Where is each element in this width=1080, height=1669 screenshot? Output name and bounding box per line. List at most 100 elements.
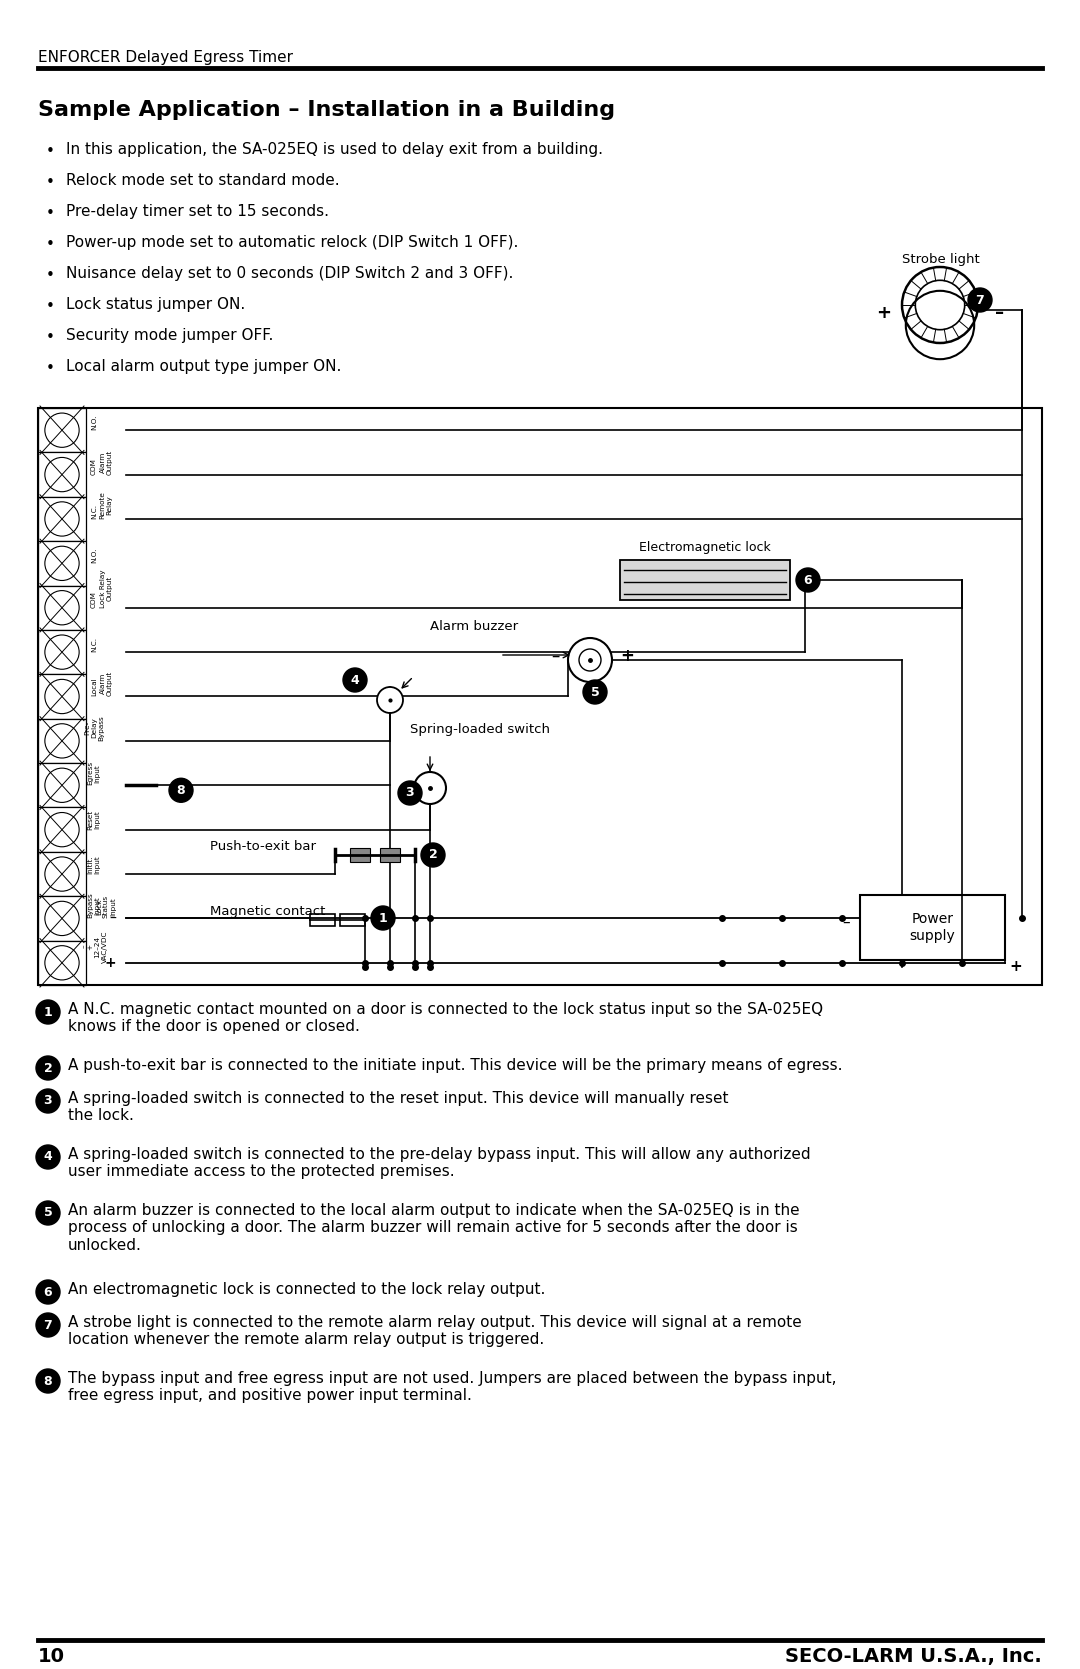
Text: COM: COM [91,457,97,474]
Text: A spring-loaded switch is connected to the pre-delay bypass input. This will all: A spring-loaded switch is connected to t… [68,1147,811,1180]
Text: Sample Application – Installation in a Building: Sample Application – Installation in a B… [38,100,616,120]
Bar [38,808,86,851]
Bar [38,407,1042,985]
Text: 8: 8 [177,784,186,796]
Circle shape [968,289,993,312]
Text: –
+
12–24
VAC/VDC: – + 12–24 VAC/VDC [81,930,108,963]
Text: •: • [46,299,55,314]
Text: •: • [46,237,55,252]
Text: ENFORCER Delayed Egress Timer: ENFORCER Delayed Egress Timer [38,50,293,65]
Text: A push-to-exit bar is connected to the initiate input. This device will be the p: A push-to-exit bar is connected to the i… [68,1058,842,1073]
Text: –: – [109,911,116,925]
Bar [38,941,86,985]
Circle shape [36,1145,60,1168]
Text: Pre-
Delay
Bypass: Pre- Delay Bypass [84,714,104,741]
Bar [38,851,86,896]
Bar [38,629,86,674]
Text: A strobe light is connected to the remote alarm relay output. This device will s: A strobe light is connected to the remot… [68,1315,801,1347]
Text: 2: 2 [43,1061,52,1075]
Circle shape [796,567,820,592]
Text: •: • [46,330,55,345]
Bar [38,763,86,808]
Text: –: – [552,648,561,664]
Circle shape [583,679,607,704]
Circle shape [372,906,395,930]
Bar [340,915,365,926]
Text: Lock status jumper ON.: Lock status jumper ON. [66,297,245,312]
Text: Magnetic contact: Magnetic contact [210,905,325,918]
Text: •: • [46,269,55,284]
Text: The bypass input and free egress input are not used. Jumpers are placed between : The bypass input and free egress input a… [68,1370,837,1404]
Text: Power
supply: Power supply [909,913,956,943]
Text: •: • [46,144,55,159]
Text: +: + [877,304,891,322]
Text: An electromagnetic lock is connected to the lock relay output.: An electromagnetic lock is connected to … [68,1282,545,1297]
Text: Strobe light: Strobe light [902,254,980,265]
Text: •: • [46,205,55,220]
Circle shape [568,638,612,683]
Text: 4: 4 [351,674,360,686]
Text: Alarm buzzer: Alarm buzzer [430,619,518,633]
Circle shape [399,781,422,804]
Text: Power-up mode set to automatic relock (DIP Switch 1 OFF).: Power-up mode set to automatic relock (D… [66,235,518,250]
Text: 1: 1 [43,1005,52,1018]
Circle shape [36,1280,60,1303]
Circle shape [36,1088,60,1113]
Text: N.C.: N.C. [91,638,97,653]
Text: 8: 8 [43,1375,52,1387]
Text: Push-to-exit bar: Push-to-exit bar [210,840,316,853]
Bar [38,719,86,763]
Text: An alarm buzzer is connected to the local alarm output to indicate when the SA-0: An alarm buzzer is connected to the loca… [68,1203,799,1253]
Bar [38,674,86,719]
Text: Bypass
Input: Bypass Input [87,893,100,918]
Bar [860,895,1005,960]
Text: +: + [620,648,634,664]
Circle shape [377,688,403,713]
Text: Lock Relay
Output: Lock Relay Output [99,569,112,608]
Text: –: – [996,304,1004,322]
Bar [310,915,335,926]
Bar [38,586,86,629]
Text: Remote
Relay: Remote Relay [99,491,112,519]
Text: 6: 6 [43,1285,52,1298]
Circle shape [36,1000,60,1025]
Text: 5: 5 [43,1207,52,1220]
Text: Alarm
Output: Alarm Output [99,671,112,696]
Text: •: • [46,361,55,376]
Text: +: + [105,956,116,970]
Bar [38,407,86,452]
Text: A N.C. magnetic contact mounted on a door is connected to the lock status input : A N.C. magnetic contact mounted on a doo… [68,1001,823,1035]
Text: Nuisance delay set to 0 seconds (DIP Switch 2 and 3 OFF).: Nuisance delay set to 0 seconds (DIP Swi… [66,265,513,280]
Bar [350,848,370,861]
Text: Reset
Input: Reset Input [87,809,100,829]
Text: In this application, the SA-025EQ is used to delay exit from a building.: In this application, the SA-025EQ is use… [66,142,603,157]
Text: 4: 4 [43,1150,52,1163]
Text: 3: 3 [406,786,415,799]
Text: Pre-delay timer set to 15 seconds.: Pre-delay timer set to 15 seconds. [66,204,329,219]
Text: Electromagnetic lock: Electromagnetic lock [639,541,771,554]
Text: 2: 2 [429,848,437,861]
Text: Relock mode set to standard mode.: Relock mode set to standard mode. [66,174,339,189]
Circle shape [414,773,446,804]
Text: 3: 3 [43,1095,52,1108]
Circle shape [36,1202,60,1225]
Bar [620,561,789,599]
Circle shape [36,1369,60,1394]
Text: Spring-loaded switch: Spring-loaded switch [410,723,550,736]
Circle shape [36,1314,60,1337]
Text: 7: 7 [43,1319,52,1332]
Circle shape [168,778,193,803]
Text: N.O.: N.O. [91,416,97,431]
Circle shape [36,1056,60,1080]
Text: 7: 7 [975,294,984,307]
Text: A spring-loaded switch is connected to the reset input. This device will manuall: A spring-loaded switch is connected to t… [68,1092,729,1123]
Text: 5: 5 [591,686,599,699]
Text: Local: Local [91,678,97,696]
Text: Local alarm output type jumper ON.: Local alarm output type jumper ON. [66,359,341,374]
Text: +: + [1009,960,1022,975]
Text: 1: 1 [379,911,388,925]
Text: Security mode jumper OFF.: Security mode jumper OFF. [66,329,273,344]
Text: Alarm
Output: Alarm Output [99,449,112,474]
Bar [38,541,86,586]
Text: –: – [842,915,850,930]
